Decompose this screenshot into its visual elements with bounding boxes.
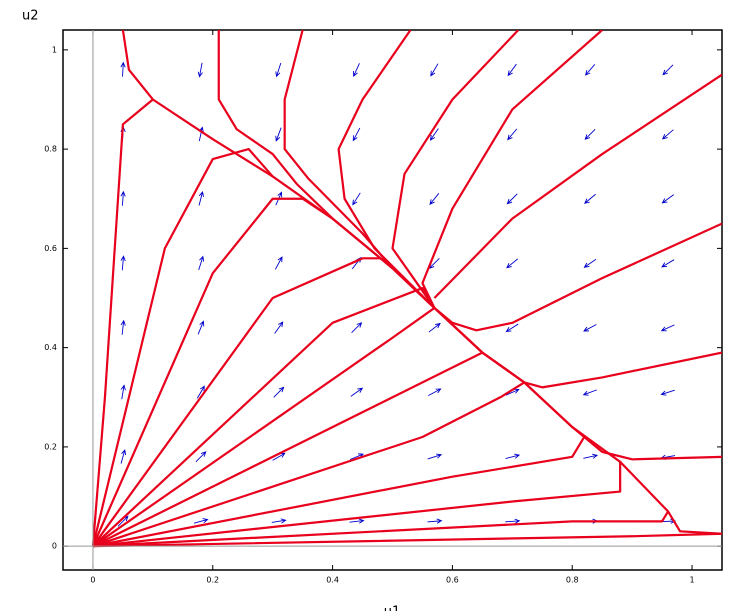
field-arrow: [351, 322, 363, 334]
trajectory: [92, 286, 436, 547]
x-tick-label: 0.8: [566, 576, 579, 585]
field-arrow: [120, 449, 127, 464]
field-arrow: [120, 61, 126, 77]
field-arrow: [505, 388, 520, 396]
trajectory: [92, 532, 722, 548]
trajectory: [92, 307, 436, 548]
field-arrow: [120, 319, 126, 335]
field-arrow: [584, 64, 596, 76]
field-arrow: [582, 389, 597, 396]
field-arrow: [584, 193, 596, 204]
trajectory: [283, 30, 436, 309]
field-arrow: [660, 389, 675, 396]
y-tick-label: 0.6: [44, 244, 57, 253]
field-arrow: [583, 258, 597, 268]
field-arrow: [507, 128, 518, 141]
trajectory: [391, 30, 520, 309]
field-arrow: [427, 518, 443, 524]
field-arrow: [198, 190, 204, 206]
field-arrow: [429, 193, 440, 205]
field-arrow: [583, 324, 597, 332]
field-arrow: [274, 256, 283, 270]
trajectory: [433, 307, 722, 535]
field-arrow: [120, 190, 126, 206]
trajectory: [92, 436, 586, 548]
y-tick-label: 0.2: [44, 442, 57, 451]
field-arrow: [274, 321, 284, 334]
trajectory: [92, 351, 483, 548]
trajectory: [433, 73, 722, 299]
field-arrow: [660, 324, 675, 332]
y-tick-label: 0: [52, 542, 57, 551]
trajectory: [91, 98, 154, 547]
field-arrow: [429, 128, 439, 141]
field-arrow: [507, 63, 517, 77]
field-arrow: [196, 385, 205, 399]
field-arrow: [273, 386, 285, 398]
field-arrow: [352, 127, 361, 142]
field-arrow: [505, 323, 519, 333]
trajectory: [92, 510, 670, 548]
y-tick-label: 0.4: [44, 343, 57, 352]
field-arrow: [427, 453, 443, 460]
y-tick-label: 0.8: [44, 145, 57, 154]
field-arrow: [275, 127, 282, 142]
trajectory: [337, 30, 436, 309]
field-arrow: [349, 518, 365, 524]
x-tick-label: 1: [689, 576, 694, 585]
field-arrow: [198, 255, 205, 271]
field-arrow: [350, 387, 364, 397]
trajectory: [433, 222, 722, 332]
y-axis-label: u2: [22, 9, 39, 24]
field-arrow: [428, 322, 441, 333]
field-arrow: [662, 64, 674, 76]
field-arrow: [271, 518, 287, 524]
field-arrow: [661, 259, 675, 268]
vector-field: [117, 61, 677, 527]
field-arrow: [120, 384, 126, 400]
trajectories: [91, 30, 722, 548]
trajectory: [92, 257, 381, 547]
trajectory: [217, 30, 436, 309]
field-arrow: [275, 62, 282, 78]
field-arrow: [506, 193, 518, 205]
trajectory: [421, 30, 603, 309]
field-arrow: [197, 320, 205, 335]
trajectory: [92, 381, 525, 548]
field-arrow: [661, 129, 674, 140]
field-arrow: [584, 128, 596, 140]
field-arrow: [195, 451, 207, 463]
field-arrow: [428, 388, 442, 397]
field-arrow: [505, 518, 521, 524]
field-arrow: [506, 258, 519, 269]
trajectory: [92, 461, 622, 548]
field-arrow: [583, 453, 599, 459]
field-arrow: [661, 194, 675, 204]
y-tick-label: 1: [52, 45, 57, 54]
field-arrow: [353, 63, 360, 78]
field-arrow: [193, 518, 209, 524]
x-tick-label: 0.4: [326, 576, 339, 585]
field-arrow: [352, 192, 361, 206]
field-arrow: [120, 255, 126, 271]
field-arrow: [197, 62, 203, 78]
field-arrow: [505, 453, 521, 460]
x-axis-label: u1: [384, 605, 401, 611]
x-tick-label: 0.2: [206, 576, 219, 585]
trajectory: [91, 148, 274, 547]
x-tick-label: 0.6: [446, 576, 459, 585]
field-arrow: [430, 63, 439, 77]
trajectory: [91, 197, 334, 547]
x-tick-label: 0: [90, 576, 95, 585]
